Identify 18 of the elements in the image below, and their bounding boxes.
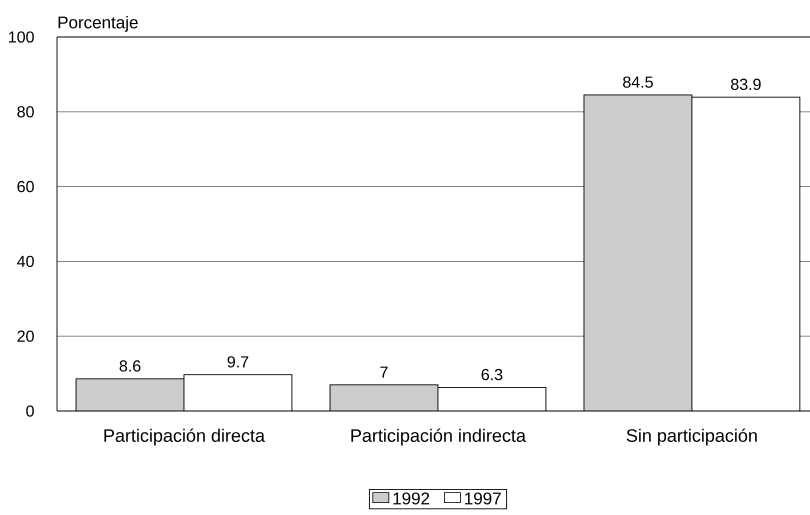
- y-tick-label: 60: [17, 180, 34, 192]
- data-label: 6.3: [482, 368, 502, 380]
- y-tick-label: 40: [17, 256, 34, 268]
- y-tick-label: 80: [17, 106, 34, 118]
- x-tick-label: Participación indirecta: [351, 428, 526, 446]
- y-axis-title: Porcentaje: [58, 16, 138, 32]
- x-tick-label: Participación directa: [104, 428, 265, 446]
- y-tick-label: 20: [17, 330, 34, 342]
- data-label: 7: [380, 366, 388, 378]
- legend-label: 1997: [465, 492, 501, 505]
- data-label: 84.5: [623, 76, 653, 88]
- data-label: 8.6: [120, 360, 140, 372]
- y-tick-label: 0: [26, 405, 34, 417]
- data-label: 9.7: [228, 356, 248, 368]
- data-label: 83.9: [731, 78, 761, 90]
- y-tick-label: 100: [9, 31, 34, 43]
- x-tick-label: Sin participación: [626, 428, 757, 446]
- legend-label: 1992: [394, 492, 430, 505]
